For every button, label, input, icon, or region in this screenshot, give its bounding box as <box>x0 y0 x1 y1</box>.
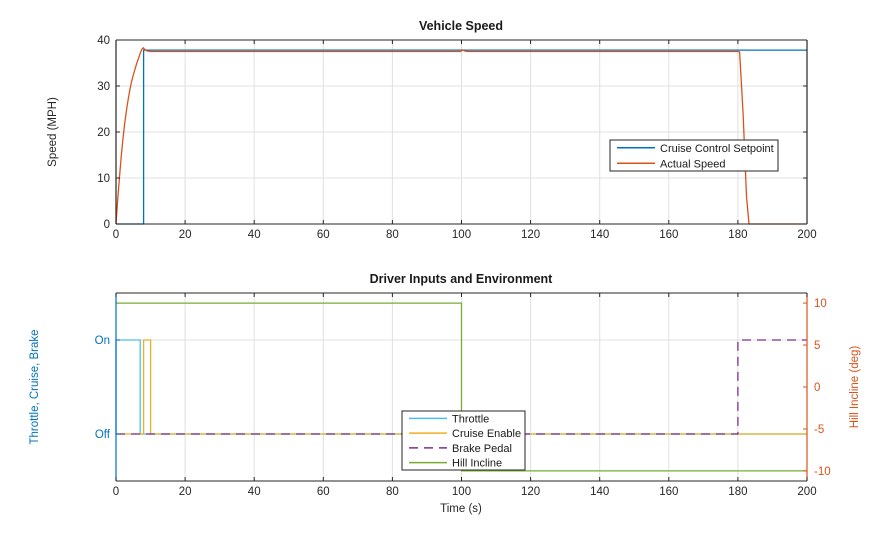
legend-label: Actual Speed <box>660 158 725 170</box>
legend-label: Cruise Enable <box>452 428 521 440</box>
y-tick-label: 40 <box>97 35 110 47</box>
top-chart-canvas: 0 20 40 60 80 100 120 140 160 180 200 0 10 20 30 40 Crui… <box>97 35 816 241</box>
bottom-chart-canvas: 0 20 40 60 80 100 120 140 160 180 200 On Off 10 5 0 -5 -1… <box>95 292 831 498</box>
x-axis-label: Time (s) <box>440 503 482 515</box>
x-tick-label: 160 <box>659 486 678 498</box>
x-tick-label: 80 <box>386 486 399 498</box>
series-brake-pedal <box>116 339 807 435</box>
x-tick-label: 120 <box>521 486 540 498</box>
series-hill-incline <box>116 302 807 472</box>
y-tick-label: Off <box>95 429 111 441</box>
x-tick-label: 0 <box>113 229 119 241</box>
x-tick-label: 100 <box>452 229 471 241</box>
legend-label: Hill Incline <box>452 458 502 470</box>
y2-tick-label: -5 <box>814 424 824 436</box>
y-tick-label: 0 <box>104 219 110 231</box>
x-tick-label: 20 <box>179 486 192 498</box>
bottom-chart-ylabel-right: Hill Incline (deg) <box>849 346 861 429</box>
top-chart-ylabel: Speed (MPH) <box>47 97 59 167</box>
x-tick-label: 180 <box>728 229 747 241</box>
y2-tick-label: -10 <box>814 466 831 478</box>
x-tick-label: 20 <box>179 229 192 241</box>
top-chart-title: Vehicle Speed <box>419 19 503 33</box>
legend-label: Cruise Control Setpoint <box>660 143 774 155</box>
legend-label: Brake Pedal <box>452 443 512 455</box>
y-tick-label: On <box>95 335 110 347</box>
x-tick-label: 160 <box>659 229 678 241</box>
y2-tick-label: 0 <box>814 382 820 394</box>
x-tick-label: 60 <box>317 229 330 241</box>
y-tick-label: 10 <box>97 173 110 185</box>
legend-label: Throttle <box>452 413 489 425</box>
x-tick-label: 80 <box>386 229 399 241</box>
x-tick-label: 180 <box>728 486 747 498</box>
y2-tick-label: 5 <box>814 340 820 352</box>
y2-tick-label: 10 <box>814 298 827 310</box>
x-tick-label: 40 <box>248 229 261 241</box>
x-tick-label: 120 <box>521 229 540 241</box>
bottom-chart-title: Driver Inputs and Environment <box>370 272 554 286</box>
y-tick-label: 30 <box>97 81 110 93</box>
legend-box <box>609 139 779 172</box>
y-tick-label: 20 <box>97 127 110 139</box>
x-tick-label: 0 <box>113 486 119 498</box>
series-actual-speed <box>115 46 807 225</box>
x-tick-label: 140 <box>590 486 609 498</box>
x-tick-label: 200 <box>797 486 816 498</box>
x-tick-label: 40 <box>248 486 261 498</box>
x-tick-label: 140 <box>590 229 609 241</box>
bottom-chart-ylabel-left: Throttle, Cruise, Brake <box>29 329 41 444</box>
x-tick-label: 60 <box>317 486 330 498</box>
legend-box <box>401 410 526 471</box>
x-tick-label: 100 <box>452 486 471 498</box>
x-tick-label: 200 <box>797 229 816 241</box>
